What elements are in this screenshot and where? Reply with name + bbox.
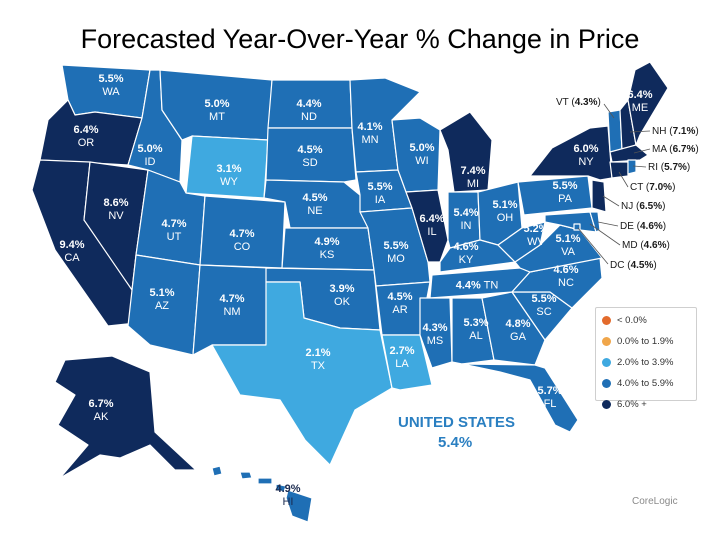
legend-swatch <box>602 400 611 409</box>
legend-swatch <box>602 358 611 367</box>
legend-label: 0.0% to 1.9% <box>617 336 674 347</box>
callout-dc: DC (4.5%) <box>610 260 657 271</box>
callout-ma: MA (6.7%) <box>652 144 699 155</box>
national-name: UNITED STATES <box>398 414 515 431</box>
label-hi: 4.9% HI <box>275 483 301 508</box>
state-sd[interactable] <box>265 127 357 183</box>
label-wy: 3.1% WY <box>216 163 242 188</box>
state-ny[interactable] <box>529 125 613 181</box>
label-mi: 7.4% MI <box>460 165 486 190</box>
label-ar: 4.5% AR <box>387 291 413 316</box>
label-fl: 5.7% FL <box>537 385 563 410</box>
label-pa: 5.5% PA <box>552 180 578 205</box>
label-co: 4.7% CO <box>229 228 255 253</box>
legend-item: 6.0% + <box>602 396 696 413</box>
state-dc[interactable] <box>573 223 581 231</box>
label-nv: 8.6% NV <box>103 197 129 222</box>
label-me: 6.4% ME <box>627 89 653 114</box>
label-ut: 4.7% UT <box>161 218 187 243</box>
state-la[interactable] <box>381 334 433 391</box>
legend-swatch <box>602 316 611 325</box>
national-value: 5.4% <box>438 434 473 451</box>
label-wa: 5.5% WA <box>98 73 124 98</box>
state-ct[interactable] <box>609 161 629 179</box>
state-ms[interactable] <box>419 297 453 369</box>
source-credit: CoreLogic <box>632 496 678 507</box>
label-oh: 5.1% OH <box>492 199 518 224</box>
legend-item: 0.0% to 1.9% <box>602 333 696 350</box>
legend-item: < 0.0% <box>602 312 696 329</box>
legend-label: < 0.0% <box>617 315 647 326</box>
label-mn: 4.1% MN <box>357 121 383 146</box>
state-ga[interactable] <box>481 291 546 366</box>
callout-ct: CT (7.0%) <box>630 182 676 193</box>
label-or: 6.4% OR <box>73 124 99 149</box>
label-la: 2.7% LA <box>389 345 415 370</box>
label-il: 6.4% IL <box>419 213 445 238</box>
state-nj[interactable] <box>591 179 607 213</box>
callout-vt: VT (4.3%) <box>556 97 601 108</box>
legend-label: 2.0% to 3.9% <box>617 357 674 368</box>
state-ri[interactable] <box>627 159 637 175</box>
label-id: 5.0% ID <box>137 143 163 168</box>
label-al: 5.3% AL <box>463 317 489 342</box>
legend-label: 6.0% + <box>617 399 647 410</box>
label-ms: 4.3% MS <box>422 322 448 347</box>
label-wi: 5.0% WI <box>409 142 435 167</box>
callout-md: MD (4.6%) <box>622 240 670 251</box>
callout-ri: RI (5.7%) <box>648 162 691 173</box>
label-va: 5.1% VA <box>555 233 581 258</box>
state-hi[interactable] <box>211 465 313 523</box>
label-ky: 4.6% KY <box>453 241 479 266</box>
label-mo: 5.5% MO <box>383 240 409 265</box>
label-wv: 5.2% WV <box>523 223 549 248</box>
label-ak: 6.7% AK <box>88 398 114 423</box>
label-ga: 4.8% GA <box>505 318 531 343</box>
legend-item: 2.0% to 3.9% <box>602 354 696 371</box>
legend-label: 4.0% to 5.9% <box>617 378 674 389</box>
callout-de: DE (4.6%) <box>620 221 667 232</box>
label-in: 5.4% IN <box>453 207 479 232</box>
label-ne: 4.5% NE <box>302 192 328 217</box>
state-fl[interactable] <box>461 363 579 433</box>
label-ny: 6.0% NY <box>573 143 599 168</box>
state-wv[interactable] <box>497 221 546 263</box>
label-ca: 9.4% CA <box>59 239 85 264</box>
legend-swatch <box>602 337 611 346</box>
legend-swatch <box>602 379 611 388</box>
label-tn: 4.4% TN <box>455 279 499 292</box>
label-nm: 4.7% NM <box>219 293 245 318</box>
label-mt: 5.0% MT <box>204 98 230 123</box>
label-az: 5.1% AZ <box>149 287 175 312</box>
label-tx: 2.1% TX <box>305 347 331 372</box>
state-al[interactable] <box>451 297 495 365</box>
state-ak[interactable] <box>54 355 197 479</box>
label-nc: 4.6% NC <box>553 264 579 289</box>
callout-nh: NH (7.1%) <box>652 126 699 137</box>
legend-item: 4.0% to 5.9% <box>602 375 696 392</box>
callout-nj: NJ (6.5%) <box>621 201 666 212</box>
state-tx[interactable] <box>211 281 393 466</box>
legend: < 0.0% 0.0% to 1.9% 2.0% to 3.9% 4.0% to… <box>595 307 697 410</box>
label-nd: 4.4% ND <box>296 98 322 123</box>
label-ks: 4.9% KS <box>314 236 340 261</box>
map-title: Forecasted Year-Over-Year % Change in Pr… <box>80 24 640 54</box>
label-sc: 5.5% SC <box>531 293 557 318</box>
label-sd: 4.5% SD <box>297 144 323 169</box>
label-ok: 3.9% OK <box>329 283 355 308</box>
label-ia: 5.5% IA <box>367 181 393 206</box>
